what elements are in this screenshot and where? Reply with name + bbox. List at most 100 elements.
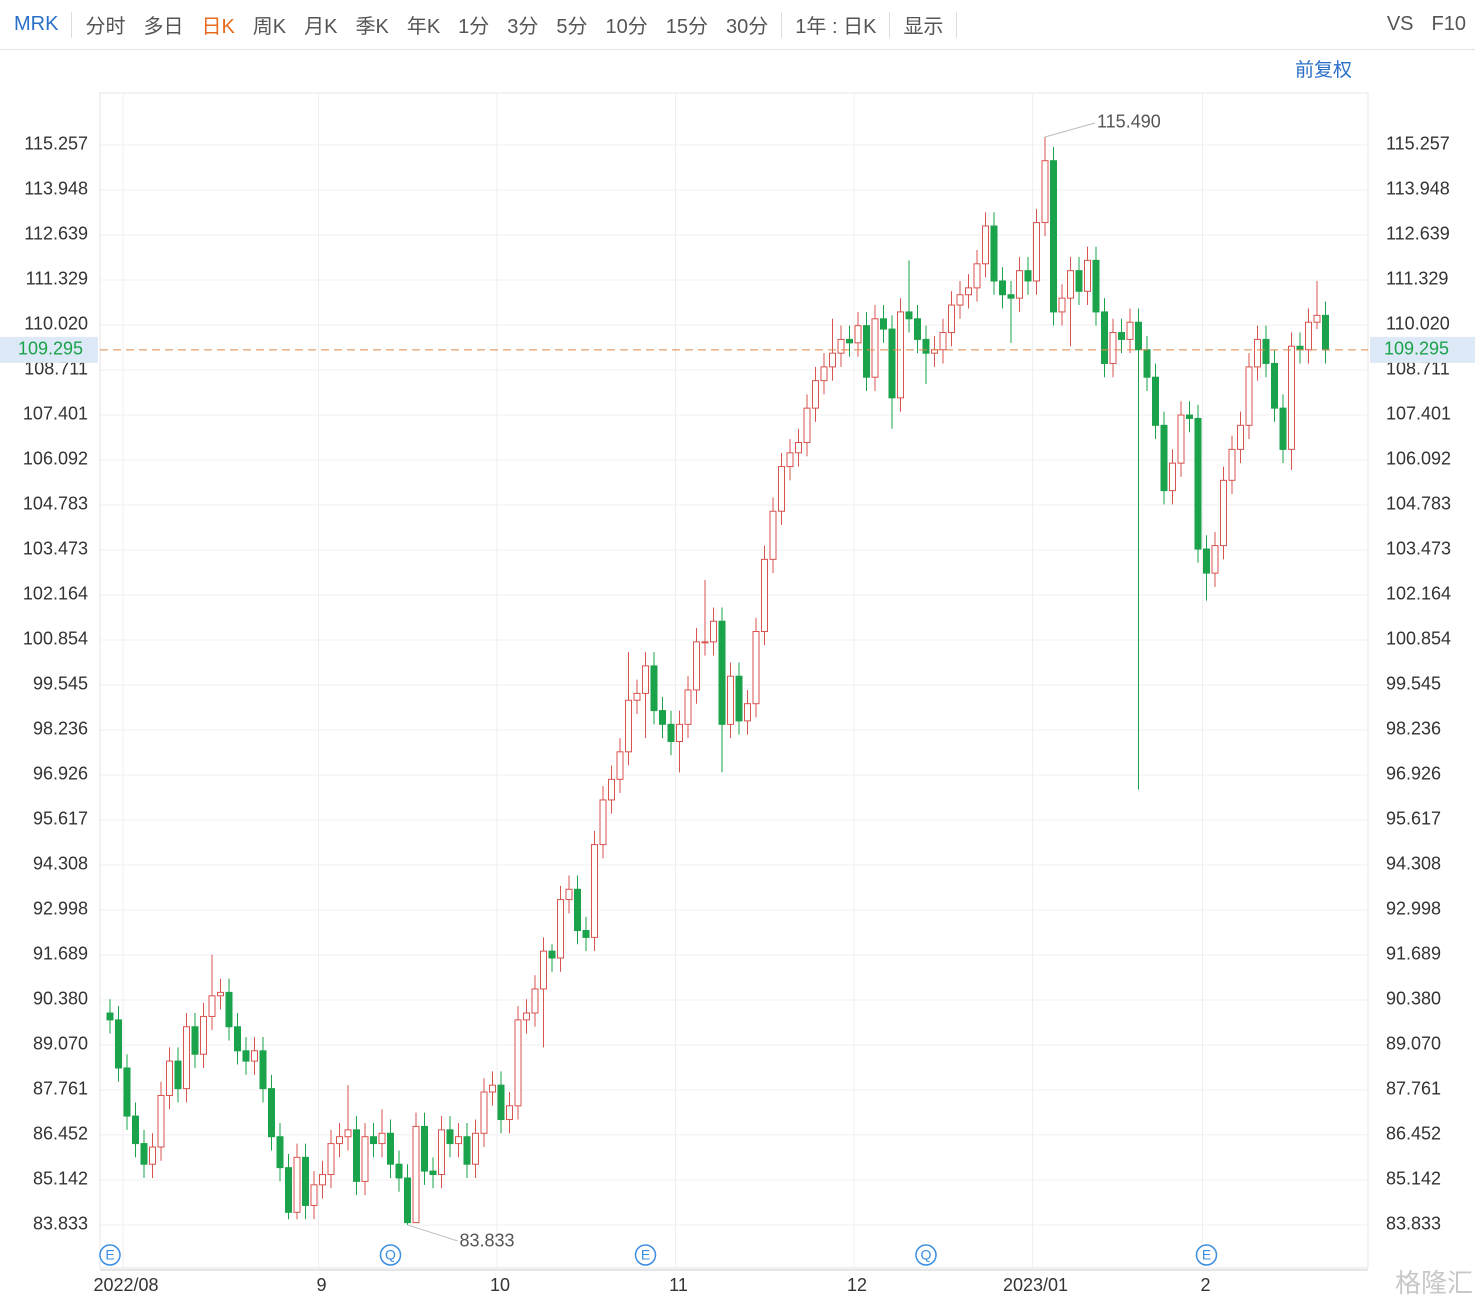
y-tick-label: 106.092	[23, 449, 88, 469]
candle-body	[132, 1115, 139, 1145]
candle-body	[1228, 448, 1236, 481]
candle-body	[1203, 548, 1210, 574]
candle-body	[429, 1170, 437, 1176]
last-price-label: 109.295	[18, 339, 83, 359]
candle-body	[455, 1136, 462, 1145]
candle-body	[1169, 462, 1176, 492]
candle-body	[659, 710, 666, 725]
symbol[interactable]: MRK	[14, 13, 59, 35]
candle-body	[1211, 545, 1219, 574]
candle-body	[395, 1163, 403, 1179]
y-tick-label-right: 87.761	[1386, 1079, 1441, 1099]
candle-body	[251, 1050, 258, 1062]
candle-body	[183, 1026, 190, 1090]
display-select[interactable]: 显示	[903, 16, 944, 38]
candle-body	[888, 328, 896, 399]
candle-body	[633, 692, 641, 701]
candle-body	[786, 452, 794, 468]
candle-body	[1007, 294, 1015, 299]
period-tab[interactable]: 30分	[726, 16, 769, 38]
candle-body	[378, 1132, 386, 1145]
period-tab[interactable]: 季K	[355, 16, 389, 38]
candle-body	[1177, 414, 1185, 464]
candle-body	[1245, 366, 1253, 426]
toolbar: MRK 分时 多日 日K 周K 月K 季K 年K 1分 3分 5分 10分 15分 30分 1年 : 日K 显…	[0, 0, 1475, 50]
candle-body	[191, 1026, 199, 1055]
candle-body	[293, 1156, 301, 1213]
period-tab[interactable]: 10分	[605, 16, 648, 38]
candle-body	[174, 1060, 182, 1090]
y-tick-label: 103.473	[23, 539, 88, 559]
candle-body	[871, 318, 879, 378]
period-tab[interactable]: 15分	[665, 16, 709, 38]
candle-body	[1152, 376, 1159, 426]
range-select[interactable]: 1年 : 日K	[795, 16, 877, 38]
candle-body	[1067, 270, 1074, 299]
y-tick-label: 92.998	[33, 899, 88, 919]
candle-body	[727, 675, 734, 725]
candle-body	[990, 225, 998, 282]
period-tab[interactable]: 3分	[507, 16, 539, 38]
period-tab[interactable]: 5分	[556, 16, 588, 38]
candle-body	[752, 631, 760, 705]
y-tick-label-right: 100.854	[1386, 629, 1451, 649]
candle-body	[1126, 321, 1134, 340]
candle-body	[948, 304, 955, 334]
watermark: 格隆汇	[1395, 1268, 1473, 1298]
candle-body	[276, 1136, 284, 1169]
event-label: E	[1202, 1247, 1211, 1263]
candle-body	[540, 950, 547, 990]
candle-body	[140, 1143, 148, 1165]
period-tab[interactable]: 多日	[143, 16, 184, 38]
period-tab[interactable]: 年K	[406, 16, 441, 38]
period-tab[interactable]: 月K	[304, 16, 338, 38]
candle-body	[1135, 321, 1142, 351]
candle-body	[336, 1136, 343, 1145]
candle-body	[693, 641, 700, 691]
y-tick-label-right: 108.711	[1386, 359, 1450, 379]
candle-body	[421, 1125, 428, 1172]
candle-body	[1160, 424, 1168, 492]
candle-body	[684, 689, 692, 725]
y-tick-label-right: 112.639	[1386, 224, 1450, 244]
y-tick-label: 98.236	[33, 719, 88, 739]
candle-body	[1313, 314, 1321, 323]
candle-body	[812, 380, 819, 409]
event-label: E	[641, 1247, 650, 1263]
period-tab[interactable]: 周K	[252, 16, 287, 38]
candle-body	[446, 1129, 454, 1145]
candle-body	[1058, 297, 1066, 313]
candle-body	[514, 1019, 522, 1107]
candle-body	[1254, 338, 1261, 368]
max-leader	[1044, 122, 1096, 138]
candle-body	[268, 1088, 275, 1138]
y-tick-label-right: 95.617	[1386, 809, 1441, 829]
candle-body	[905, 311, 913, 320]
candle-body	[897, 311, 904, 399]
candle-body	[1279, 407, 1287, 450]
candle-body	[863, 325, 870, 378]
x-tick-label: 10	[490, 1275, 510, 1295]
candle-body	[676, 723, 683, 743]
candle-body	[1016, 270, 1023, 299]
candle-body	[880, 318, 887, 330]
candle-body	[1271, 362, 1278, 409]
candle-body	[531, 988, 539, 1014]
period-tab[interactable]: 1分	[458, 16, 490, 38]
f10-button[interactable]: F10	[1431, 13, 1466, 35]
vs-button[interactable]: VS	[1386, 13, 1414, 35]
candle-body	[854, 325, 862, 344]
x-tick-label: 2023/01	[1003, 1275, 1068, 1295]
y-tick-label-right: 86.452	[1386, 1124, 1441, 1144]
period-tab[interactable]: 日K	[201, 16, 235, 38]
y-tick-label: 95.617	[33, 809, 88, 829]
y-tick-label-right: 104.783	[1386, 494, 1451, 514]
period-tab[interactable]: 分时	[85, 16, 126, 38]
candle-body	[166, 1060, 173, 1096]
event-label: Q	[921, 1247, 932, 1263]
event-marker	[915, 1244, 937, 1266]
candle-body	[591, 844, 598, 938]
candle-body	[208, 995, 216, 1017]
adjust-button[interactable]: 前复权	[1295, 59, 1352, 81]
